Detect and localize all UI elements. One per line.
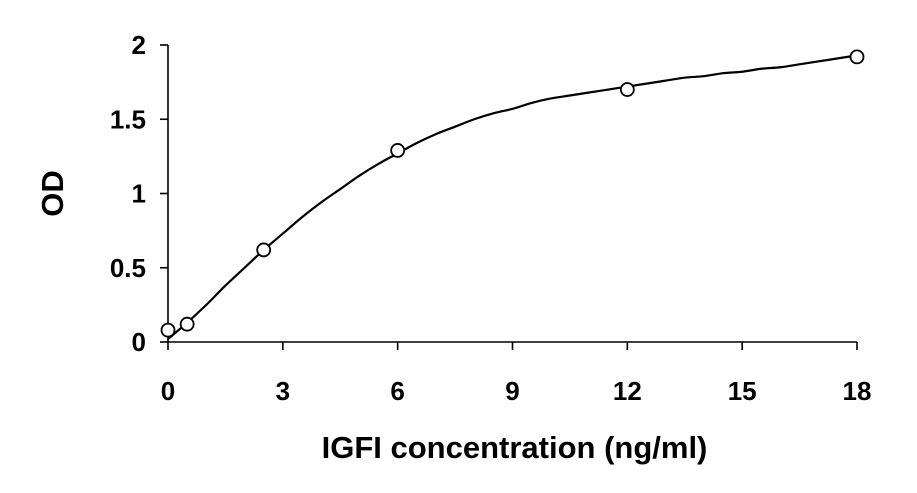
y-axis-title: OD: [35, 170, 70, 217]
data-point: [849, 49, 865, 65]
y-tick-label: 0: [132, 327, 146, 357]
data-point: [619, 82, 635, 97]
x-tick-label: 0: [161, 376, 175, 406]
y-tick-label: 1: [132, 179, 146, 209]
data-points: [160, 49, 865, 338]
y-tick-label: 2: [132, 30, 146, 60]
plot-area: 0 0.5 1 1.5 2 0 3 6 9 12 15 18: [110, 30, 872, 406]
x-tick-label: 6: [390, 376, 404, 406]
x-tick-label: 3: [276, 376, 290, 406]
data-point: [179, 316, 195, 332]
x-tick-label: 15: [728, 376, 757, 406]
data-point: [160, 322, 176, 338]
x-axis-ticks: 0 3 6 9 12 15 18: [161, 342, 872, 406]
x-tick-label: 12: [613, 376, 642, 406]
data-point: [256, 242, 272, 258]
fit-curve-line: [167, 54, 858, 340]
data-point: [390, 143, 406, 158]
x-tick-label: 9: [505, 376, 519, 406]
y-tick-label: 1.5: [110, 104, 146, 134]
x-tick-label: 18: [843, 376, 872, 406]
y-tick-label: 0.5: [110, 253, 146, 283]
x-axis-title: IGFI concentration (ng/ml): [322, 430, 708, 465]
y-axis-ticks: 0 0.5 1 1.5 2: [110, 30, 168, 357]
